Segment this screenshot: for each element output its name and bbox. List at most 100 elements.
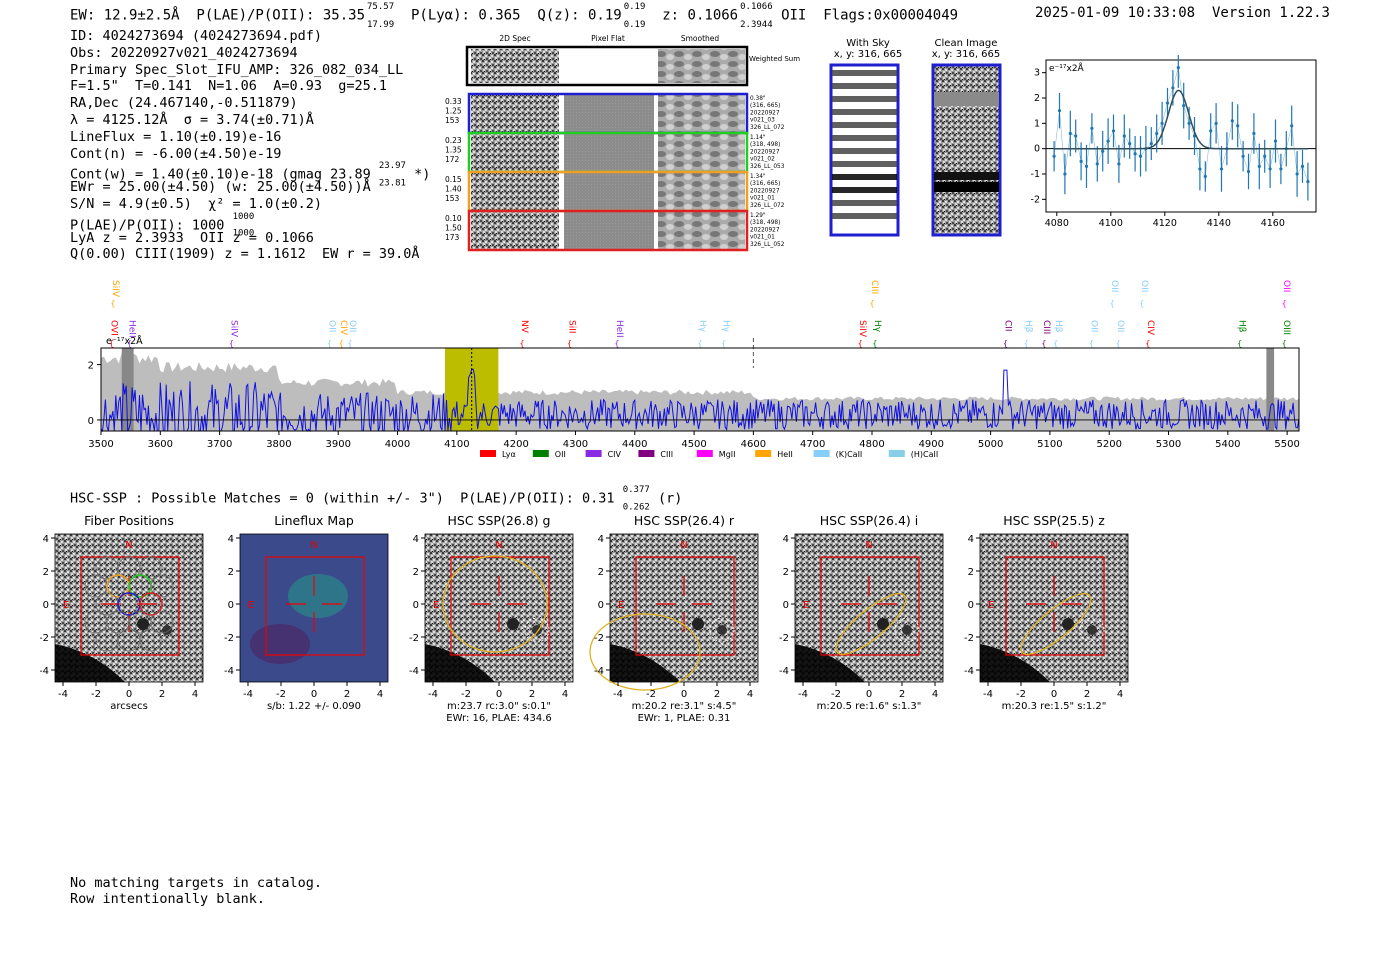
clean-image-title: Clean Image x, y: 316, 665 <box>916 38 1016 60</box>
north-label: N <box>865 540 872 551</box>
spectrum-x-tick-label: 3800 <box>266 439 291 450</box>
east-label: E <box>63 600 69 611</box>
fiber-circle <box>150 610 174 634</box>
legend-label: MgII <box>719 450 736 459</box>
cutout-row-meta: v021_02 <box>750 157 775 163</box>
sky-stripe <box>832 213 897 219</box>
north-label: N <box>495 540 502 551</box>
panel-x-tick-label: 4 <box>747 689 753 700</box>
legend-swatch <box>638 450 655 457</box>
spectrum-x-tick-label: 3600 <box>148 439 173 450</box>
cutout-smoothed <box>658 134 745 171</box>
sky-stripe <box>832 109 897 115</box>
emission-line-label-marker: { <box>229 339 234 348</box>
image-panel-title: HSC SSP(26.4) i <box>820 513 918 528</box>
panel-y-tick-label: -4 <box>224 666 234 677</box>
legend-item: OII <box>532 450 566 459</box>
fiber-circle <box>139 628 163 652</box>
east-label: E <box>248 600 254 611</box>
info-contw-row: Cont(w) = 1.40(±0.10)e-18 (gmag 23.89 23… <box>70 162 430 188</box>
cutout-row-stat: 0.23 <box>445 136 462 145</box>
emission-line-label-marker: { <box>127 339 132 348</box>
panel-y-tick-label: 2 <box>228 567 234 578</box>
emission-line-label-marker: { <box>1003 339 1008 348</box>
emission-line-label: OVI <box>109 320 119 336</box>
panel-x-tick-label: -4 <box>798 689 808 700</box>
aperture-ellipse <box>835 593 907 655</box>
galaxy-blob <box>1062 618 1074 630</box>
panel-caption: m:23.7 rc:3.0" s:0.1" <box>447 701 551 712</box>
emission-line-label-marker: { <box>1041 339 1046 348</box>
panel-x-tick-label: -4 <box>983 689 993 700</box>
cutout-row-stat: 1.25 <box>445 107 462 116</box>
cutout-row-meta: v021_03 <box>750 118 775 124</box>
emission-line-label-marker: { <box>109 339 114 348</box>
with-sky-coords: x, y: 316, 665 <box>833 49 903 60</box>
zoom-x-tick-label: 4120 <box>1153 218 1177 229</box>
emission-line-label-marker: { <box>1116 339 1121 348</box>
panel-x-tick-label: -2 <box>276 689 286 700</box>
zoom-x-tick-label: 4080 <box>1045 218 1069 229</box>
search-box <box>265 556 365 656</box>
neighbor-aperture <box>1079 617 1105 643</box>
cutout-row-meta: 20220927 <box>750 227 780 233</box>
neighbor-aperture <box>709 617 735 643</box>
header-plae-lower: 17.99 <box>367 19 395 30</box>
sky-stripe <box>832 200 897 206</box>
upper-line-label: OII <box>1281 280 1291 292</box>
north-label: N <box>125 540 132 551</box>
panel-caption: m:20.3 re:1.5" s:1.2" <box>1002 701 1107 712</box>
weighted-sum-2d <box>471 49 559 83</box>
emission-line-label-marker: { <box>327 339 332 348</box>
panel-x-tick-label: 4 <box>377 689 383 700</box>
panel-y-tick-label: -2 <box>409 633 419 644</box>
galaxy-blob <box>137 618 149 630</box>
spectrum-x-tick-label: 4200 <box>503 439 528 450</box>
weighted-sum-label: Weighted Sum <box>749 55 800 63</box>
spectrum-x-tick-label: 5000 <box>978 439 1003 450</box>
header-qz: Q(z): 0.19 <box>537 7 622 24</box>
flux-peak <box>288 574 348 618</box>
cutout-smoothed <box>658 212 745 249</box>
sky-stripe <box>832 161 897 167</box>
east-label: E <box>618 600 624 611</box>
emission-line-label: OII <box>326 320 336 332</box>
cutout-row-meta: 326_LL_072 <box>750 125 785 131</box>
panel-x-tick-label: -4 <box>428 689 438 700</box>
image-panel-title: HSC SSP(25.5) z <box>1003 513 1105 528</box>
header-qz-lower: 0.19 <box>623 19 646 30</box>
with-sky-title: With Sky x, y: 316, 665 <box>818 38 918 60</box>
panel-y-tick-label: 4 <box>43 534 49 545</box>
cutout-pixel-flat <box>564 134 654 171</box>
with-sky-label: With Sky <box>846 38 890 49</box>
info-q: Q(0.00) CIII(1909) z = 1.1612 EW r = 39.… <box>70 246 420 263</box>
cutout-pixel-flat <box>564 173 654 210</box>
galaxy-blob-2 <box>902 625 912 635</box>
cutout-row-meta: 326_LL_052 <box>750 242 785 248</box>
cutout-2d-spec <box>471 95 559 132</box>
panel-y-tick-label: 0 <box>413 600 419 611</box>
spectrum-x-tick-label: 4900 <box>919 439 944 450</box>
zoom-data-line <box>1053 67 1309 182</box>
col-label-2d-spec: 2D Spec <box>499 34 530 43</box>
panel-caption-2: EWr: 16, PLAE: 434.6 <box>446 713 552 724</box>
cutout-2d-spec <box>471 134 559 171</box>
legend-swatch <box>755 450 772 457</box>
spectrum-x-tick-label: 4800 <box>859 439 884 450</box>
zoom-data-point <box>1057 109 1062 113</box>
panel-x-tick-label: -4 <box>243 689 253 700</box>
info-sn: S/N = 4.9(±0.5) χ² = 1.0(±0.2) <box>70 195 322 212</box>
panel-caption: m:20.5 re:1.6" s:1.3" <box>817 701 922 712</box>
emission-line-label-marker: { <box>1053 339 1058 348</box>
emission-line-label: OII <box>347 320 357 332</box>
spectrum-x-tick-label: 3700 <box>207 439 232 450</box>
panel-x-tick-label: -4 <box>58 689 68 700</box>
emission-line-label: Hβ <box>1023 320 1033 333</box>
sky-stripe <box>832 187 897 193</box>
zoom-y-tick-label: -1 <box>1031 169 1040 180</box>
spectrum-plot-frame <box>100 347 1300 432</box>
hsc-summary-upper: 0.377 <box>622 485 650 495</box>
spectrum-x-tick-label: 3900 <box>326 439 351 450</box>
image-panel-fiber: Fiber Positions N E -4 -4 -2 -2 0 0 2 2 4 4 arcsecs <box>40 513 204 712</box>
